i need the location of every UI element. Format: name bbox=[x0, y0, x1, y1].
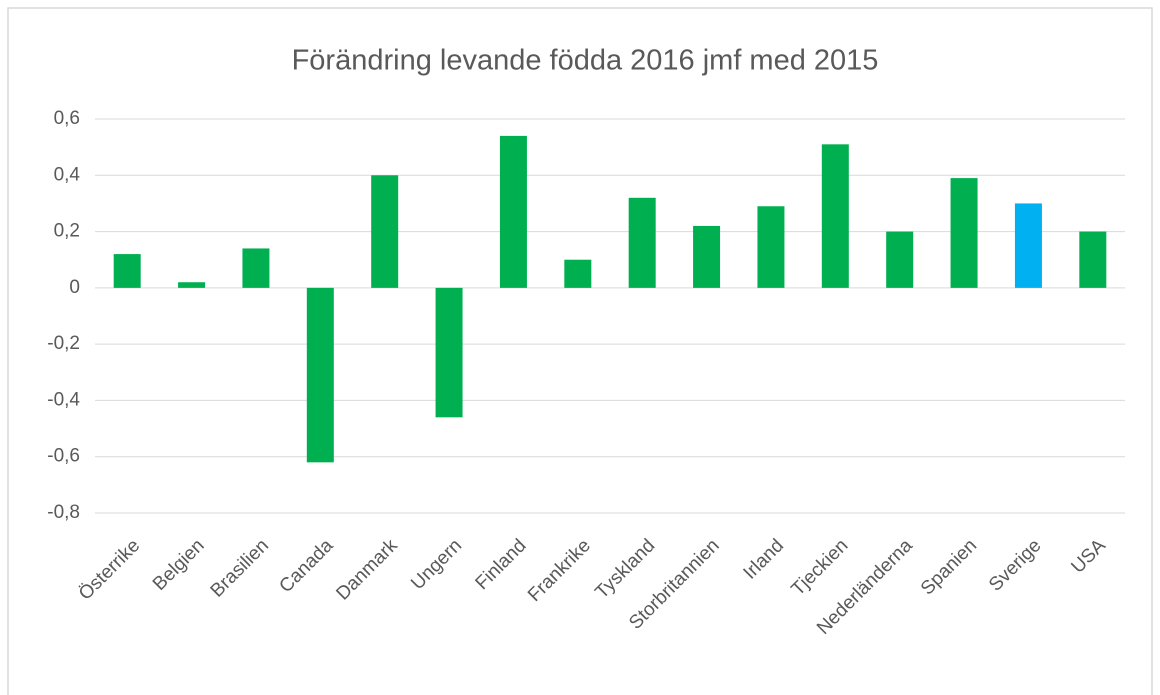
bar bbox=[628, 197, 656, 288]
bar bbox=[499, 135, 527, 288]
bar bbox=[178, 282, 206, 288]
chart-title: Förändring levande födda 2016 jmf med 20… bbox=[292, 45, 879, 77]
bar bbox=[371, 175, 399, 288]
bar bbox=[886, 231, 914, 288]
bar bbox=[693, 225, 721, 288]
bar bbox=[564, 259, 592, 288]
y-tick-label: 0 bbox=[69, 277, 80, 298]
y-tick-label: 0,4 bbox=[54, 164, 81, 185]
bar bbox=[821, 144, 849, 288]
bar bbox=[757, 206, 785, 288]
y-tick-label: -0,2 bbox=[47, 333, 80, 354]
bar bbox=[113, 254, 141, 288]
bar bbox=[242, 248, 270, 288]
bar bbox=[1014, 203, 1042, 288]
chart-frame bbox=[7, 7, 1153, 695]
bar bbox=[1079, 231, 1107, 288]
bar bbox=[306, 287, 334, 463]
y-tick-label: -0,4 bbox=[47, 389, 80, 410]
y-tick-label: -0,8 bbox=[47, 502, 80, 523]
y-tick-label: -0,6 bbox=[47, 446, 80, 467]
y-tick-label: 0,2 bbox=[54, 221, 80, 242]
bar bbox=[435, 287, 463, 418]
bar bbox=[950, 178, 978, 288]
y-tick-label: 0,6 bbox=[54, 108, 80, 129]
